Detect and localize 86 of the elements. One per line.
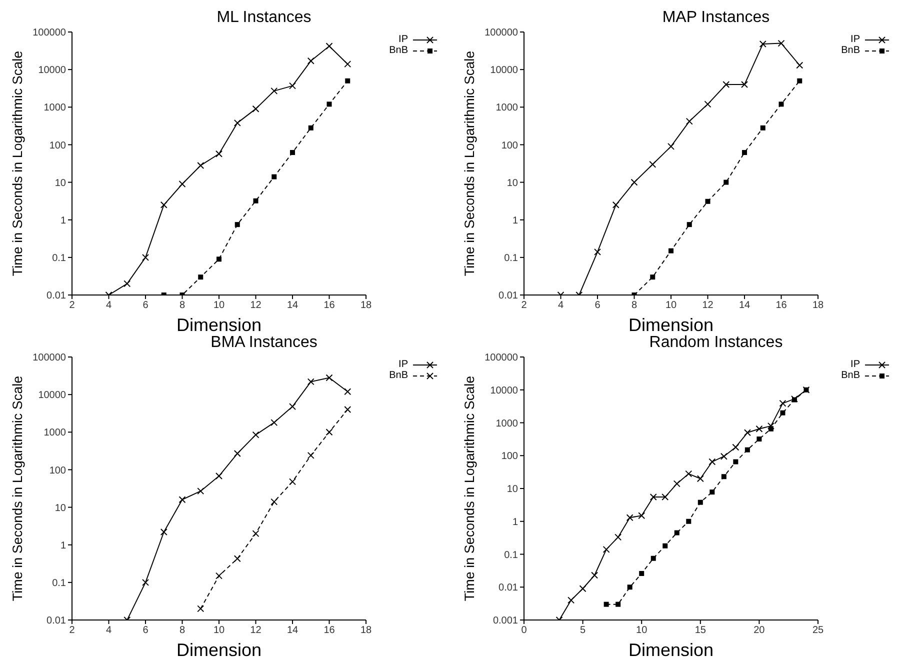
x-tick-label: 15 bbox=[694, 625, 706, 636]
x-tick-label: 14 bbox=[738, 300, 750, 312]
chart-title: Random Instances bbox=[648, 333, 784, 353]
y-tick-label: 100000 bbox=[484, 352, 518, 364]
chart-title: ML Instances bbox=[216, 8, 312, 28]
x-tick-label: 2 bbox=[521, 300, 528, 312]
x-tick-label: 25 bbox=[812, 625, 824, 636]
x-tick-label: 16 bbox=[776, 300, 788, 312]
y-tick-label: 10000 bbox=[38, 65, 66, 76]
x-tick-label: 5 bbox=[580, 625, 586, 636]
y-tick-label: 0.1 bbox=[504, 550, 518, 561]
y-tick-label: 1 bbox=[60, 540, 66, 552]
y-tick-label: 0.01 bbox=[46, 290, 66, 302]
y-tick-label: 1000 bbox=[496, 102, 518, 114]
y-tick-label: 10 bbox=[506, 178, 518, 189]
x-tick-label: 16 bbox=[324, 625, 336, 636]
x-tick-label: 4 bbox=[106, 300, 112, 312]
y-tick-label: 100 bbox=[49, 465, 66, 476]
y-tick-label: 10000 bbox=[38, 390, 66, 402]
y-tick-label: 100000 bbox=[32, 28, 66, 39]
chart-title: MAP Instances bbox=[661, 8, 771, 28]
legend-label: IP bbox=[398, 34, 408, 45]
legend-label: BnB bbox=[389, 370, 408, 381]
x-tick-label: 4 bbox=[106, 625, 112, 636]
x-tick-label: 2 bbox=[69, 625, 76, 636]
x-tick-label: 8 bbox=[179, 625, 186, 636]
y-tick-label: 10 bbox=[54, 502, 66, 514]
y-tick-label: 0.01 bbox=[46, 616, 66, 627]
x-axis-title: Dimension bbox=[176, 640, 262, 660]
x-tick-label: 4 bbox=[558, 300, 564, 312]
y-axis-title: Time in Seconds in Logarithmic Scale bbox=[462, 50, 477, 276]
x-tick-label: 10 bbox=[213, 300, 225, 312]
x-axis-title: Dimension bbox=[176, 315, 262, 335]
y-tick-label: 100000 bbox=[32, 352, 66, 364]
x-tick-label: 14 bbox=[286, 625, 298, 636]
y-tick-label: 10000 bbox=[490, 65, 518, 76]
y-tick-label: 100 bbox=[501, 140, 518, 152]
x-tick-label: 20 bbox=[754, 625, 766, 636]
y-axis-title: Time in Seconds in Logarithmic Scale bbox=[10, 376, 25, 602]
x-tick-label: 18 bbox=[360, 300, 372, 312]
x-axis-title: Dimension bbox=[628, 315, 714, 335]
x-tick-label: 6 bbox=[142, 300, 149, 312]
x-tick-label: 6 bbox=[142, 625, 149, 636]
chart-title: BMA Instances bbox=[210, 333, 318, 353]
y-tick-label: 100000 bbox=[484, 28, 518, 39]
x-tick-label: 6 bbox=[594, 300, 601, 312]
legend-label: IP bbox=[850, 34, 860, 45]
y-tick-label: 10 bbox=[54, 178, 66, 189]
legend-label: IP bbox=[850, 359, 860, 370]
legend-label: BnB bbox=[841, 370, 860, 381]
y-tick-label: 10 bbox=[506, 484, 518, 496]
x-tick-label: 2 bbox=[69, 300, 76, 312]
legend-label: IP bbox=[398, 359, 408, 370]
legend-label: BnB bbox=[389, 45, 408, 56]
x-tick-label: 10 bbox=[213, 625, 225, 636]
y-axis-title: Time in Seconds in Logarithmic Scale bbox=[10, 50, 25, 276]
x-tick-label: 12 bbox=[702, 300, 714, 312]
y-tick-label: 1 bbox=[512, 516, 518, 528]
y-tick-label: 1 bbox=[512, 215, 518, 226]
x-tick-label: 14 bbox=[286, 300, 298, 312]
y-tick-label: 0.1 bbox=[52, 252, 66, 264]
y-tick-label: 0.1 bbox=[504, 252, 518, 264]
x-tick-label: 0 bbox=[521, 625, 528, 636]
y-tick-label: 1 bbox=[60, 215, 66, 226]
y-tick-label: 100 bbox=[501, 451, 518, 462]
y-tick-label: 1000 bbox=[496, 418, 518, 430]
y-tick-label: 0.01 bbox=[498, 290, 518, 302]
x-tick-label: 10 bbox=[636, 625, 648, 636]
x-tick-label: 18 bbox=[360, 625, 372, 636]
x-tick-label: 18 bbox=[812, 300, 824, 312]
x-tick-label: 8 bbox=[179, 300, 186, 312]
y-tick-label: 1000 bbox=[44, 428, 66, 439]
x-tick-label: 12 bbox=[250, 625, 262, 636]
y-tick-label: 1000 bbox=[44, 102, 66, 114]
y-tick-label: 0.001 bbox=[492, 616, 518, 627]
y-tick-label: 100 bbox=[49, 140, 66, 152]
y-tick-label: 0.01 bbox=[498, 582, 518, 594]
x-tick-label: 8 bbox=[631, 300, 638, 312]
y-tick-label: 10000 bbox=[490, 385, 518, 396]
legend-label: BnB bbox=[841, 45, 860, 56]
x-axis-title: Dimension bbox=[628, 640, 714, 660]
x-tick-label: 12 bbox=[250, 300, 262, 312]
x-tick-label: 16 bbox=[324, 300, 336, 312]
y-tick-label: 0.1 bbox=[52, 578, 66, 589]
y-axis-title: Time in Seconds in Logarithmic Scale bbox=[462, 376, 477, 602]
x-tick-label: 10 bbox=[665, 300, 677, 312]
